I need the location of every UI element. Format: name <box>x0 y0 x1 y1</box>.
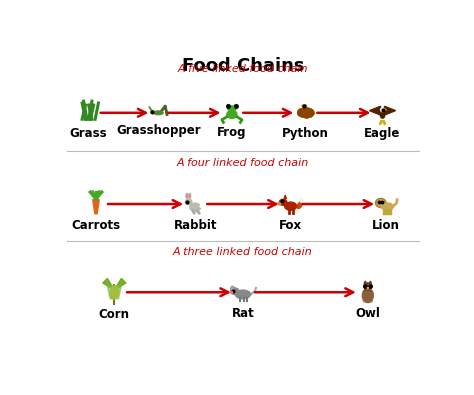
Polygon shape <box>367 288 369 289</box>
Ellipse shape <box>110 285 118 299</box>
Ellipse shape <box>300 199 303 202</box>
Ellipse shape <box>231 287 234 290</box>
Ellipse shape <box>380 112 385 118</box>
Ellipse shape <box>364 285 367 288</box>
Ellipse shape <box>186 194 187 198</box>
Text: Lion: Lion <box>372 219 400 232</box>
Ellipse shape <box>190 203 201 211</box>
Text: Python: Python <box>282 128 329 141</box>
Polygon shape <box>369 281 372 284</box>
Text: Rat: Rat <box>232 307 254 320</box>
Text: Carrots: Carrots <box>72 219 120 232</box>
Ellipse shape <box>279 199 287 205</box>
Ellipse shape <box>377 200 384 206</box>
Ellipse shape <box>189 194 190 198</box>
Ellipse shape <box>227 105 229 107</box>
Ellipse shape <box>228 106 236 111</box>
Ellipse shape <box>235 290 251 299</box>
Ellipse shape <box>375 198 386 207</box>
Ellipse shape <box>227 110 237 118</box>
Ellipse shape <box>297 202 302 209</box>
Ellipse shape <box>381 108 384 112</box>
Text: Eagle: Eagle <box>365 128 401 141</box>
Ellipse shape <box>234 105 237 107</box>
Text: Grass: Grass <box>70 128 108 141</box>
Ellipse shape <box>302 105 307 107</box>
Polygon shape <box>363 292 373 302</box>
Text: Rabbit: Rabbit <box>173 219 217 232</box>
Ellipse shape <box>278 202 281 205</box>
Polygon shape <box>108 286 121 299</box>
Ellipse shape <box>381 203 393 211</box>
Polygon shape <box>103 278 114 290</box>
Polygon shape <box>284 195 286 199</box>
Polygon shape <box>114 278 126 290</box>
Ellipse shape <box>364 283 372 290</box>
Text: A three linked food chain: A three linked food chain <box>173 246 313 257</box>
Polygon shape <box>364 281 366 284</box>
Polygon shape <box>370 106 383 115</box>
Polygon shape <box>384 109 386 111</box>
Text: Frog: Frog <box>217 126 246 139</box>
Text: Grasshopper: Grasshopper <box>116 124 201 137</box>
Text: Corn: Corn <box>99 308 130 321</box>
Ellipse shape <box>363 288 373 303</box>
Ellipse shape <box>154 111 163 115</box>
Ellipse shape <box>151 111 154 113</box>
Text: Fox: Fox <box>279 219 302 232</box>
Ellipse shape <box>230 288 239 294</box>
Ellipse shape <box>231 286 234 290</box>
Ellipse shape <box>285 202 297 210</box>
Ellipse shape <box>189 194 191 198</box>
Ellipse shape <box>185 199 192 205</box>
Ellipse shape <box>200 205 202 207</box>
Polygon shape <box>383 106 395 115</box>
Text: Food Chains: Food Chains <box>182 56 304 75</box>
Ellipse shape <box>186 194 188 198</box>
Polygon shape <box>93 200 99 214</box>
Text: Owl: Owl <box>356 307 380 320</box>
Ellipse shape <box>369 285 372 288</box>
Text: A four linked food chain: A four linked food chain <box>177 158 309 168</box>
Text: A five linked food chain: A five linked food chain <box>178 64 308 74</box>
